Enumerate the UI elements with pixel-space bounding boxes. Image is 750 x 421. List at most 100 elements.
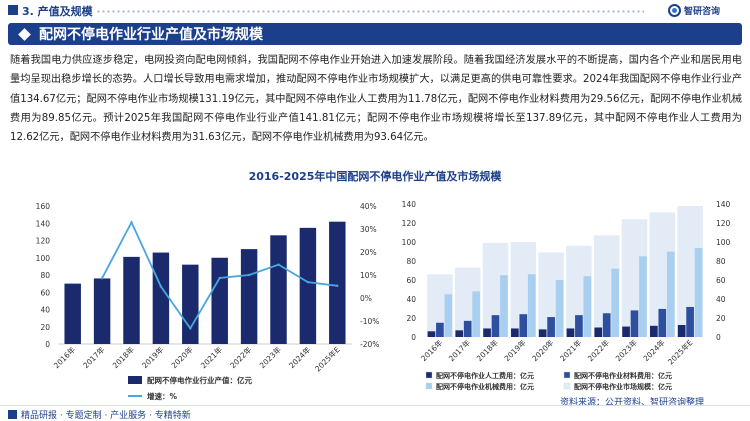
y-left-tick-label: 0 [411, 333, 416, 342]
x-tick-label: 2021年 [557, 337, 583, 363]
y-left-tick-label: 40 [40, 306, 50, 315]
output-value-bar [93, 278, 111, 344]
y-left-tick-label: 80 [40, 271, 50, 280]
x-tick-label: 2025年E [312, 344, 341, 373]
y-right-tick-label: 100 [716, 238, 731, 247]
legend-market-swatch [563, 382, 571, 390]
section-square-icon [8, 5, 18, 15]
source-note: 资料来源：公开资料、智研咨询整理 [560, 398, 705, 408]
legend-swatch-output-value [128, 376, 142, 384]
machinery-cost-bar [639, 256, 647, 337]
output-value-bar [329, 221, 346, 344]
y-right-tick-label: 20% [360, 248, 377, 257]
growth-rate-point [336, 284, 339, 288]
footer-text: 精品研报 · 专题定制 · 产业服务 · 专精特新 [21, 411, 191, 421]
growth-rate-point [100, 277, 104, 280]
y-left-tick-label: 140 [36, 219, 51, 228]
y-left-tick-label: 60 [406, 276, 416, 285]
y-left-tick-label: 20 [406, 314, 416, 323]
logo-text: 智研咨询 [684, 6, 721, 17]
legend-machinery-swatch [425, 382, 433, 390]
x-tick-label: 2024年 [641, 337, 667, 363]
x-tick-label: 2016年 [418, 337, 444, 363]
output-value-bar [152, 252, 170, 344]
market-size-chart: 0 0 20 20 40 40 60 60 80 80 100 100 120 120 140 140 2016… [402, 200, 731, 391]
growth-rate-point [159, 285, 163, 288]
x-tick-label: 2023年 [613, 337, 639, 363]
growth-rate-point [306, 280, 310, 284]
y-left-tick-label: 120 [402, 219, 417, 228]
machinery-cost-bar [583, 276, 592, 337]
machinery-cost-bar [694, 248, 703, 337]
y-right-tick-label: 0 [716, 333, 721, 342]
x-tick-label: 2023年 [257, 344, 283, 370]
y-right-tick-label: 10% [360, 271, 377, 280]
labor-cost-bar [677, 325, 686, 337]
growth-rate-point [247, 273, 251, 277]
growth-rate-point [277, 263, 280, 266]
output-value-bar [182, 264, 199, 344]
y-left-tick-label: 40 [406, 295, 416, 304]
legend-market-label: 配网不停电作业市场规模：亿元 [574, 382, 672, 391]
output-value-bar [211, 257, 228, 344]
chart-title: 2016-2025年中国配网不停电作业产值及市场规模 [248, 170, 502, 183]
growth-rate-point [218, 276, 221, 280]
y-left-tick-label: 0 [45, 340, 50, 349]
material-cost-bar [436, 322, 444, 337]
x-tick-label: 2020年 [169, 344, 195, 370]
y-right-tick-label: 60 [716, 276, 726, 285]
y-right-tick-label: 140 [716, 200, 731, 209]
machinery-cost-bar [555, 280, 564, 337]
y-right-tick-label: 40% [360, 202, 377, 211]
output-value-bar [240, 249, 258, 344]
machinery-cost-bar [444, 294, 453, 337]
y-right-tick-label: 20 [716, 314, 726, 323]
material-cost-bar [463, 320, 472, 337]
output-value-bar [270, 235, 287, 344]
legend-labor-label: 配网不停电作业人工费用：亿元 [436, 371, 534, 380]
section-title: 3. 产值及规模 [22, 5, 93, 18]
top-bar: 3. 产值及规模 智研咨询 [0, 0, 750, 22]
legend-label-growth: 增速：% [147, 391, 177, 401]
labor-cost-bar [650, 325, 658, 337]
legend-machinery-label: 配网不停电作业机械费用：亿元 [436, 382, 534, 391]
y-left-tick-label: 100 [36, 254, 51, 263]
labor-cost-bar [427, 331, 436, 337]
footer-square-icon [8, 410, 17, 419]
x-tick-label: 2017年 [446, 337, 472, 363]
brand-logo: 智研咨询 [668, 3, 720, 17]
labor-cost-bar [538, 329, 547, 337]
output-value-bar [123, 256, 140, 344]
y-left-tick-label: 120 [36, 237, 51, 246]
legend-material-label: 配网不停电作业材料费用：亿元 [574, 371, 672, 380]
y-left-tick-label: 140 [402, 200, 417, 209]
y-right-tick-label: 120 [716, 219, 731, 228]
legend-labor-swatch [425, 371, 433, 379]
y-right-tick-label: 30% [360, 225, 377, 234]
material-cost-bar [491, 315, 500, 337]
labor-cost-bar [483, 328, 491, 337]
material-cost-bar [686, 306, 694, 337]
x-tick-label: 2021年 [198, 344, 224, 370]
title-banner: 配网不停电作业行业产值及市场规模 [8, 23, 742, 45]
y-left-tick-label: 100 [402, 238, 417, 247]
description-paragraph: 随着我国电力供应逐步稳定，电网投资向配电网倾斜，我国配网不停电作业开始进入加速发… [10, 55, 742, 144]
labor-cost-bar [622, 326, 630, 337]
x-tick-label: 2020年 [530, 337, 556, 363]
banner-title: 配网不停电作业行业产值及市场规模 [39, 27, 263, 43]
labor-cost-bar [566, 328, 575, 337]
y-right-tick-label: 0% [360, 294, 372, 303]
logo-icon [668, 3, 681, 17]
legend-material-swatch [563, 371, 571, 379]
y-right-tick-label: 40 [716, 295, 726, 304]
material-cost-bar [575, 315, 583, 337]
material-cost-bar [547, 317, 555, 337]
labor-cost-bar [455, 330, 464, 337]
output-value-chart: 0 20 40 60 80 100 120 140 160 -20% -10% 0% 10% 20% 30%… [36, 202, 380, 401]
x-tick-label: 2019年 [502, 337, 528, 363]
material-cost-bar [602, 313, 611, 337]
x-tick-label: 2019年 [139, 344, 165, 370]
material-cost-bar [630, 310, 639, 337]
machinery-cost-bar [666, 251, 675, 337]
x-tick-label: 2024年 [286, 344, 312, 370]
